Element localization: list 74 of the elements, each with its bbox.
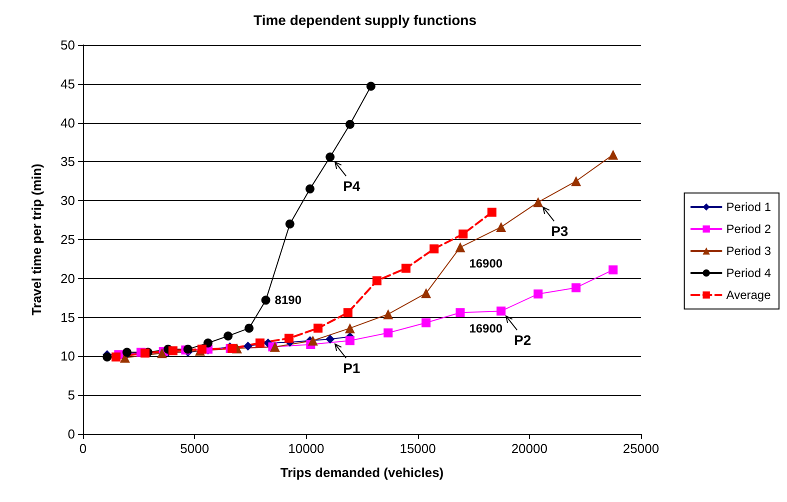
point: [326, 152, 335, 162]
point: [197, 344, 206, 354]
point: [487, 208, 496, 217]
point: [168, 346, 178, 356]
annotation: P1: [343, 360, 360, 376]
point: [261, 296, 270, 305]
point: [456, 308, 465, 318]
x-tick-label: 15000: [400, 441, 436, 456]
point: [224, 331, 233, 340]
point: [372, 276, 382, 286]
y-tick-label: 5: [68, 388, 75, 403]
legend-label: Period 2: [726, 222, 772, 236]
point: [608, 150, 618, 160]
point: [344, 323, 355, 334]
y-tick-label: 0: [68, 426, 75, 442]
x-tick-label: 0: [79, 441, 87, 456]
annotation: P4: [343, 178, 360, 194]
y-tick-label: 15: [60, 310, 75, 325]
point: [533, 197, 544, 208]
point: [571, 176, 582, 186]
point: [422, 318, 431, 328]
legend-label: Average: [726, 288, 772, 302]
x-tick-label: 25000: [622, 441, 660, 456]
point: [458, 230, 468, 239]
point: [306, 184, 314, 194]
point: [455, 242, 466, 252]
x-tick-label: 20000: [511, 441, 548, 456]
annotation: 16900: [469, 256, 503, 270]
point: [345, 120, 354, 129]
y-tick-label: 45: [60, 76, 75, 92]
x-tick-label: 5000: [180, 441, 210, 456]
annotation: 8190: [274, 293, 302, 308]
point: [308, 336, 318, 346]
point: [243, 342, 252, 351]
y-tick-label: 25: [60, 232, 75, 247]
point: [345, 336, 354, 346]
legend-label: Period 1: [726, 200, 772, 214]
point: [384, 328, 393, 338]
legend-label: Period 3: [726, 244, 772, 258]
y-tick-label: 20: [60, 270, 75, 286]
point: [496, 306, 506, 316]
point: [256, 338, 264, 348]
annotation: P2: [514, 332, 532, 348]
point: [608, 265, 618, 274]
point: [270, 342, 280, 352]
y-tick-label: 50: [60, 38, 75, 52]
y-tick-label: 35: [60, 154, 75, 170]
point: [285, 219, 294, 228]
y-axis-title: Travel time per trip (min): [29, 164, 44, 316]
point: [326, 334, 335, 344]
annotation: P3: [551, 223, 568, 240]
chart-title: Time dependent supply functions: [254, 12, 477, 28]
x-axis-title: Trips demanded (vehicles): [280, 465, 444, 480]
point: [314, 324, 323, 333]
point: [572, 283, 581, 292]
x-tick-label: 10000: [288, 441, 324, 456]
y-tick-label: 10: [60, 348, 75, 364]
point: [244, 324, 254, 333]
point: [383, 309, 394, 320]
point: [343, 308, 352, 318]
point: [401, 264, 410, 273]
point: [112, 352, 121, 362]
legend-label: Period 4: [726, 266, 772, 280]
point: [534, 289, 543, 298]
annotation: 16900: [469, 322, 503, 336]
point: [284, 334, 294, 343]
point: [140, 348, 150, 358]
point: [430, 244, 439, 254]
point: [366, 82, 376, 91]
point: [496, 222, 506, 232]
y-tick-label: 30: [60, 193, 75, 208]
point: [204, 338, 212, 348]
point: [421, 288, 432, 298]
y-tick-label: 40: [60, 115, 75, 130]
